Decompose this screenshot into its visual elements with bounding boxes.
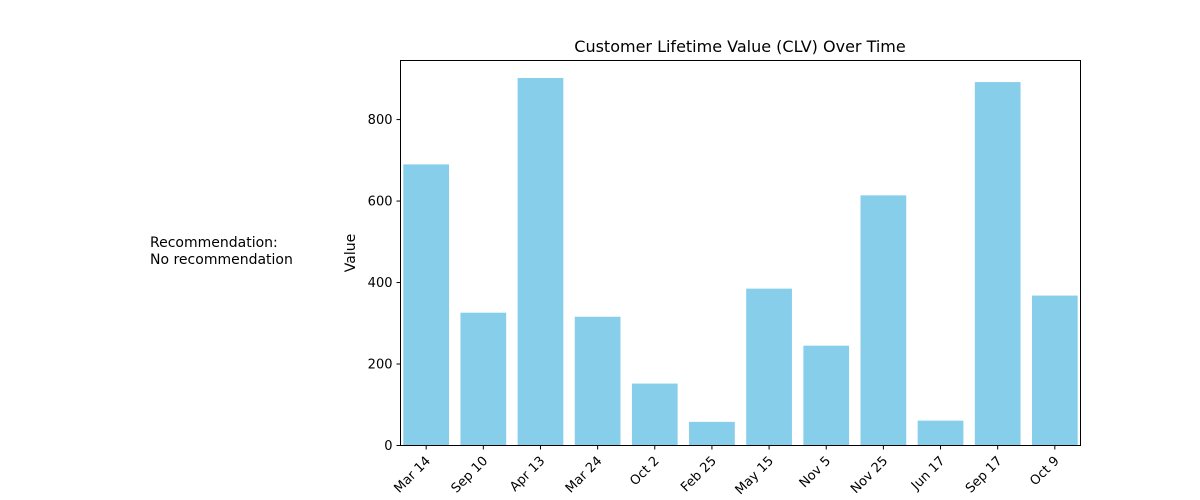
bar	[803, 345, 850, 446]
bar	[1031, 295, 1078, 446]
x-tick-label: Apr 13	[507, 454, 548, 495]
x-axis-ticks: Mar 14 Sep 10 Apr 13 Mar 24 Oct 2 Feb 25 May 1…	[391, 445, 1063, 498]
y-tick-label: 0	[384, 439, 392, 454]
plot-area-frame	[400, 60, 1081, 446]
x-tick-label: Oct 2	[627, 454, 662, 489]
y-axis-label: Value	[343, 234, 359, 272]
y-tick-label: 800	[368, 113, 393, 128]
x-tick-label: Sep 10	[449, 454, 492, 497]
x-tick-label: Mar 14	[391, 454, 434, 497]
bar	[631, 383, 678, 446]
bars-group	[403, 78, 1078, 446]
bar	[746, 288, 792, 446]
bar	[403, 164, 450, 446]
recommendation-text: Recommendation: No recommendation	[150, 235, 293, 269]
recommendation-value: No recommendation	[150, 252, 293, 268]
y-tick-label: 200	[368, 358, 393, 373]
bar	[860, 195, 907, 446]
x-tick-label: Oct 9	[1027, 454, 1062, 489]
chart-title: Customer Lifetime Value (CLV) Over Time	[574, 37, 905, 56]
recommendation-heading: Recommendation:	[150, 235, 278, 251]
x-tick-label: May 15	[733, 454, 777, 498]
x-tick-label: Nov 5	[797, 454, 834, 491]
bar	[460, 312, 507, 446]
bar	[689, 421, 735, 446]
y-tick-label: 600	[368, 195, 393, 210]
bar	[517, 78, 564, 446]
x-tick-label: Feb 25	[678, 454, 720, 496]
bar	[574, 316, 621, 446]
x-tick-label: Jun 17	[908, 454, 948, 494]
x-tick-label: Nov 25	[848, 454, 891, 497]
bar	[974, 82, 1021, 446]
y-tick-label: 400	[368, 276, 393, 291]
bar	[917, 420, 964, 446]
x-tick-label: Sep 17	[963, 454, 1006, 497]
x-tick-label: Mar 24	[563, 454, 606, 497]
y-axis-ticks: 0 200 400 600 800	[368, 113, 401, 454]
